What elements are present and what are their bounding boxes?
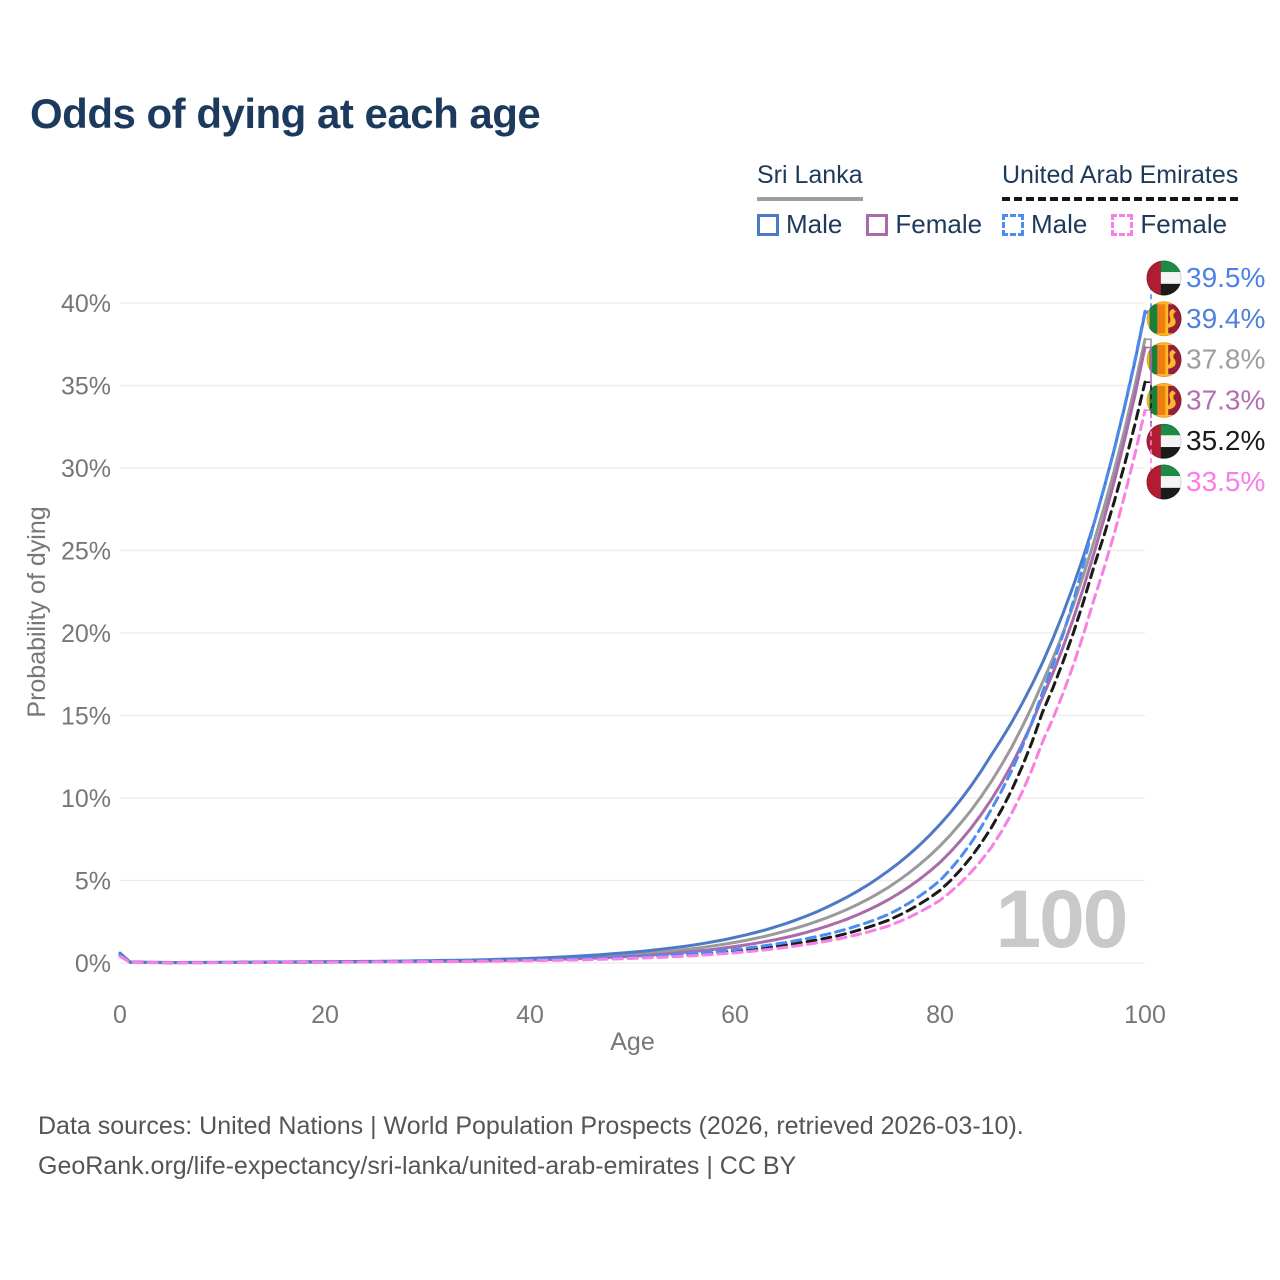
label-connector-line	[1145, 277, 1157, 313]
end-label-sri-lanka-female	[1145, 346, 1182, 418]
series-line-sri-lanka-both-sexes[interactable]	[118, 337, 1147, 964]
series-line-sri-lanka-female[interactable]	[118, 346, 1147, 965]
x-tick-label: 20	[311, 1001, 339, 1029]
footer: Data sources: United Nations | World Pop…	[38, 1106, 1024, 1186]
series-line-united-arab-emirates-female[interactable]	[118, 408, 1147, 965]
x-tick-label: 0	[113, 1001, 127, 1029]
y-axis-title: Probability of dying	[23, 506, 51, 717]
x-tick-label: 40	[516, 1001, 544, 1029]
sri-lanka-flag-icon	[1146, 342, 1182, 378]
x-axis-title: Age	[610, 1028, 654, 1056]
y-tick-label: 15%	[61, 703, 111, 731]
uae-flag-icon	[1146, 464, 1182, 500]
sri-lanka-flag-icon	[1146, 382, 1182, 418]
end-value-label: 37.3%	[1186, 384, 1265, 415]
series-line-sri-lanka-male[interactable]	[118, 311, 1147, 964]
sri-lanka-flag-icon	[1146, 301, 1182, 337]
end-label-united-arab-emirates-female	[1145, 409, 1182, 500]
x-tick-label: 100	[1124, 1001, 1166, 1029]
y-tick-label: 40%	[61, 290, 111, 318]
y-tick-label: 10%	[61, 785, 111, 813]
y-tick-label: 0%	[75, 950, 111, 978]
age-watermark: 100	[996, 874, 1127, 965]
y-tick-label: 35%	[61, 373, 111, 401]
y-tick-label: 5%	[75, 868, 111, 896]
end-value-label: 39.4%	[1186, 303, 1265, 334]
end-value-label: 33.5%	[1186, 466, 1265, 497]
x-tick-label: 80	[926, 1001, 954, 1029]
y-tick-label: 25%	[61, 538, 111, 566]
series-line-united-arab-emirates-both-sexes[interactable]	[118, 380, 1147, 965]
end-value-label: 35.2%	[1186, 425, 1265, 456]
x-tick-label: 60	[721, 1001, 749, 1029]
end-value-label: 37.8%	[1186, 344, 1265, 375]
end-label-united-arab-emirates-male	[1145, 260, 1182, 313]
series-line-united-arab-emirates-male[interactable]	[118, 309, 1147, 964]
end-label-sri-lanka-male	[1145, 301, 1182, 337]
y-tick-label: 30%	[61, 455, 111, 483]
end-label-united-arab-emirates-both-sexes	[1145, 381, 1182, 459]
end-value-label: 39.5%	[1186, 262, 1265, 293]
label-connector-line	[1145, 409, 1157, 483]
y-tick-label: 20%	[61, 620, 111, 648]
page-title: Odds of dying at each age	[30, 90, 541, 137]
uae-flag-icon	[1146, 423, 1182, 459]
attribution-link-text[interactable]: GeoRank.org/life-expectancy/sri-lanka/un…	[38, 1152, 797, 1180]
uae-flag-icon	[1146, 260, 1182, 296]
end-label-sri-lanka-both-sexes	[1145, 338, 1182, 378]
data-sources-text: Data sources: United Nations | World Pop…	[38, 1112, 1024, 1140]
